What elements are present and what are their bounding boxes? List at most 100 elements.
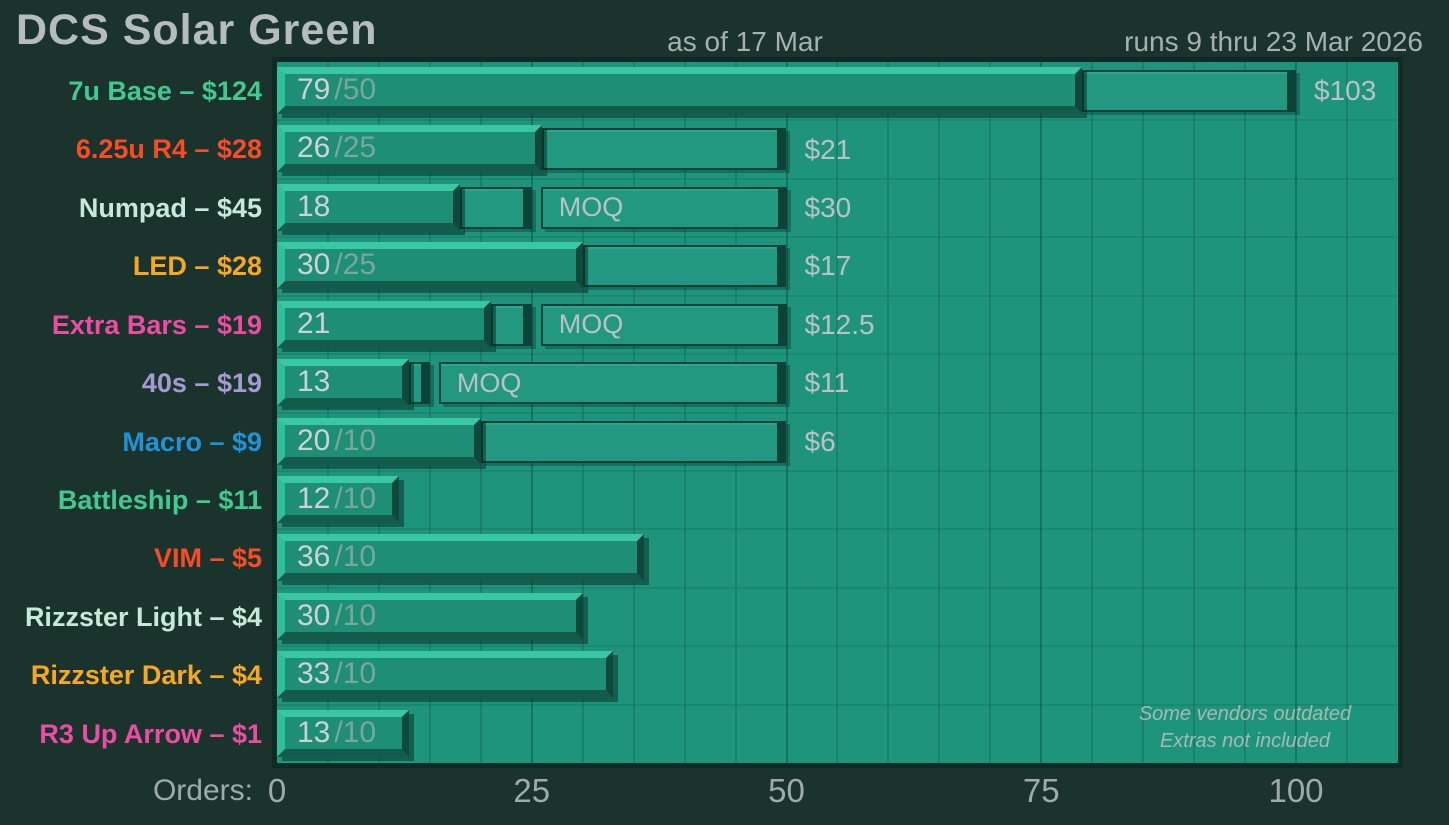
row-separator [277,703,1398,706]
row-separator [277,177,1398,180]
order-bar: 33/10 [277,651,614,699]
order-count: 36/10 [297,540,377,574]
gridline-25 [530,62,533,763]
gridline-35 [632,62,635,763]
row-separator [277,353,1398,356]
order-bar: 13/10 [277,709,410,757]
row-separator [277,469,1398,472]
row-label-macro: Macro – $9 [122,426,262,457]
footnote-line-2: Extras not included [1159,730,1331,752]
axis-tick-25: 25 [513,772,551,809]
moq-box: MOQ [438,362,787,405]
moq-suffix: /10 [334,481,377,515]
moq-box: MOQ [540,303,787,346]
order-count: 33/10 [297,657,377,691]
page-title: DCS Solar Green [16,6,378,54]
footnote-line-1: Some vendors outdated [1138,703,1352,725]
gridline-20 [479,62,482,763]
moq-suffix: /50 [334,73,377,106]
footnote: Some vendors outdated Extras not include… [1075,701,1415,755]
axis-tick-50: 50 [768,772,805,809]
break-price-label: $103 [1314,75,1377,107]
row-separator [277,645,1398,648]
gridline-70 [989,62,992,763]
row-separator [277,411,1398,414]
moq-suffix: /10 [334,598,377,632]
axis-tick-0: 0 [267,772,287,809]
break-price-label: $12.5 [804,308,875,340]
gridline-85 [1142,62,1145,763]
row-separator [277,236,1398,239]
order-bar: 18 [277,183,461,231]
order-bar: 30/25 [277,242,583,290]
order-count: 79/50 [297,73,377,106]
moq-suffix: /25 [334,131,377,165]
order-bar: 13 [277,359,410,407]
target-box [409,362,430,405]
target-box [480,420,787,463]
row-label-40s: 40s – $19 [141,368,262,399]
break-price-label: $30 [804,192,852,224]
order-count: 26/25 [297,131,377,165]
gridline-40 [683,62,686,763]
gridline-60 [887,62,890,763]
row-label-extra-bars: Extra Bars – $19 [51,309,262,340]
order-count: 20/10 [297,423,377,457]
gridline-50 [785,62,788,763]
row-label-battleship: Battleship – $11 [57,484,262,515]
row-separator [277,119,1398,122]
target-box [460,186,532,229]
gridline-75 [1040,62,1043,763]
moq-suffix: /10 [334,540,377,574]
gridline-55 [836,62,839,763]
plot-area: MOQ MOQ MOQ 79/50 26/25 18 30/25 21 13 20/10 12/1… [272,57,1403,768]
row-label-numpad: Numpad – $45 [78,192,262,223]
row-label-rizzster-light: Rizzster Light – $4 [24,601,262,632]
break-price-label: $17 [804,250,852,282]
order-bar: 79/50 [277,67,1082,114]
run-period: runs 9 thru 23 Mar 2026 [1124,26,1423,57]
gridline-10 [377,62,380,763]
as-of-date: as of 17 Mar [667,26,823,57]
gridline-80 [1091,62,1094,763]
order-count: 21 [297,306,331,340]
target-box [541,128,787,171]
gridline-100 [1295,62,1297,763]
order-bar: 26/25 [277,125,542,173]
row-separator [277,294,1398,297]
moq-suffix: /10 [334,715,377,749]
gridline-90 [1193,62,1196,763]
moq-suffix: /10 [334,657,377,691]
order-count: 13 [297,365,331,399]
row-label-rizzster-dark: Rizzster Dark – $4 [30,660,262,691]
moq-label: MOQ [456,367,522,398]
order-bar: 12/10 [277,475,400,523]
moq-label: MOQ [558,192,624,223]
gridline-65 [938,62,941,763]
moq-label: MOQ [558,309,624,340]
target-box [490,303,532,346]
order-count: 12/10 [297,481,377,515]
target-box [582,245,787,288]
order-count: 18 [297,189,331,223]
row-label-vim: VIM – $5 [153,543,262,574]
gridline-45 [734,62,737,763]
gridline-5 [326,62,329,763]
row-label-7u-base: 7u Base – $124 [68,76,262,106]
order-bar: 30/10 [277,592,583,640]
row-label-6-25u-r4: 6.25u R4 – $28 [75,134,262,165]
break-price-label: $6 [804,425,836,457]
row-label-led: LED – $28 [132,251,262,282]
axis-tick-75: 75 [1022,772,1060,809]
gridline-30 [581,62,584,763]
axis-title: Orders: [152,774,253,807]
axis-tick-100: 100 [1268,772,1324,809]
moq-suffix: /10 [334,423,377,457]
break-price-label: $11 [804,367,850,399]
moq-box: MOQ [540,186,787,229]
moq-suffix: /25 [334,248,377,282]
order-bar: 20/10 [277,417,481,465]
order-count: 30/10 [297,598,377,632]
row-separator [277,528,1398,531]
